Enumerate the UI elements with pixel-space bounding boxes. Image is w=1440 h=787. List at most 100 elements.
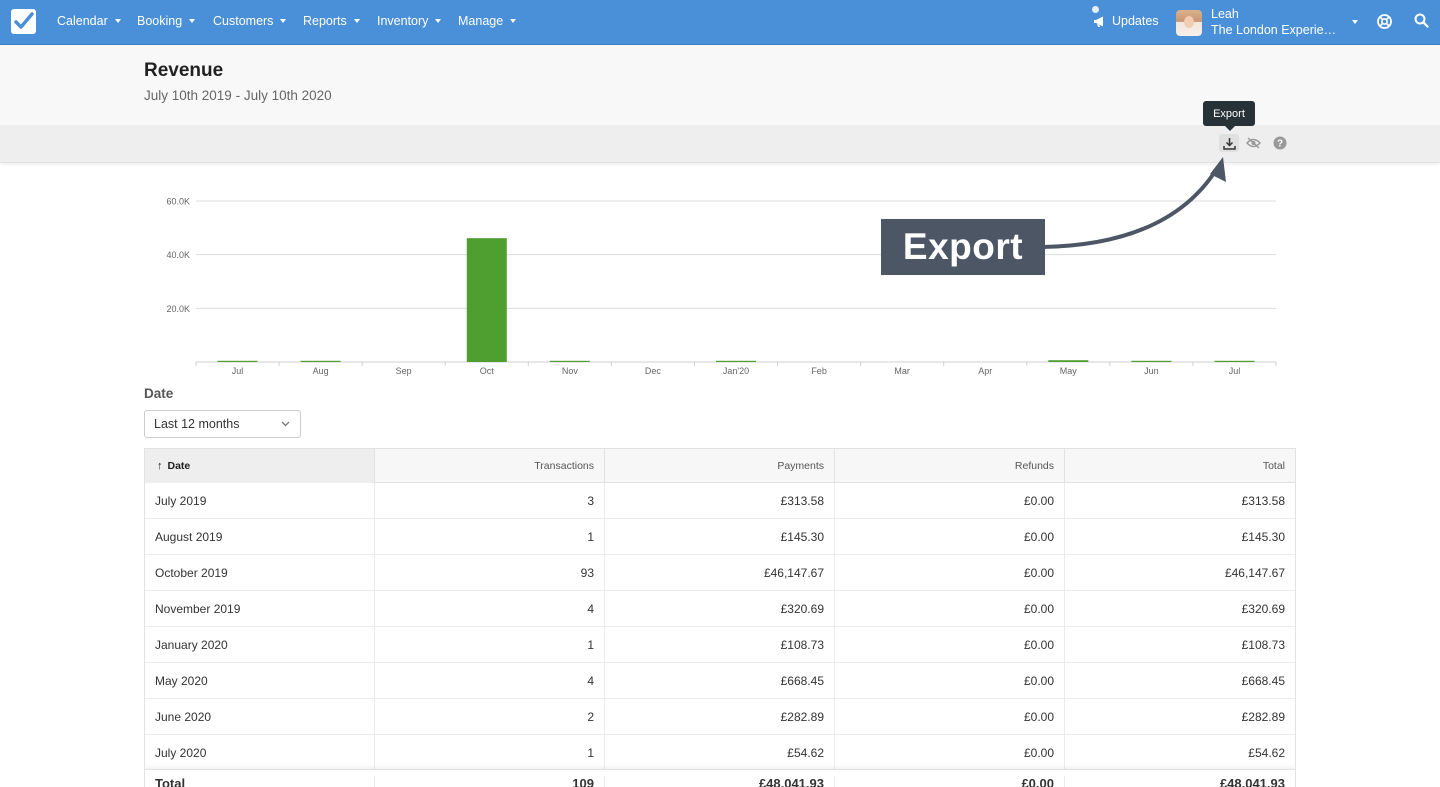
caret-down-icon [114, 19, 121, 23]
chart-bar [217, 360, 258, 362]
caret-down-icon [189, 19, 196, 23]
nav-manage[interactable]: Manage [458, 14, 517, 28]
app-logo-icon[interactable] [11, 9, 36, 34]
nav-inventory[interactable]: Inventory [377, 14, 442, 28]
nav-manage-label: Manage [458, 14, 504, 28]
table-row: July 2020 1 £54.62 £0.00 £54.62 [145, 735, 1295, 771]
total-cell: £320.69 [1241, 602, 1285, 616]
date-cell: January 2020 [145, 627, 375, 663]
refunds-cell: £0.00 [835, 555, 1065, 591]
x-tick-label: Feb [811, 366, 827, 376]
date-cell: October 2019 [145, 555, 375, 591]
user-avatar[interactable] [1176, 10, 1202, 36]
nav-calendar[interactable]: Calendar [57, 14, 121, 28]
payments-cell: £282.89 [605, 699, 835, 735]
transactions-column-header[interactable]: Transactions [375, 449, 605, 483]
nav-booking-label: Booking [137, 14, 183, 28]
refunds-cell: £0.00 [835, 519, 1065, 555]
x-tick-label: Sep [396, 366, 412, 376]
x-tick-label: Jul [232, 366, 244, 376]
table-header: ↑ Date Transactions Payments Refunds Tot… [145, 449, 1295, 483]
refunds-cell: £0.00 [835, 663, 1065, 699]
payments-cell: £46,147.67 [605, 555, 835, 591]
user-name[interactable]: Leah [1211, 7, 1239, 21]
total-cell: £46,147.67 [1224, 566, 1285, 580]
chart-bar [466, 238, 507, 362]
eye-slash-icon [1245, 137, 1261, 149]
nav-reports[interactable]: Reports [303, 14, 360, 28]
caret-down-icon [280, 19, 287, 23]
refunds-column-header[interactable]: Refunds [835, 449, 1065, 483]
y-tick-label: 20.0K [166, 304, 190, 314]
nav-customers-label: Customers [213, 14, 274, 28]
x-tick-label: Aug [313, 366, 329, 376]
transactions-cell: 3 [375, 483, 605, 519]
nav-customers[interactable]: Customers [213, 14, 287, 28]
date-cell: May 2020 [145, 663, 375, 699]
table-row: August 2019 1 £145.30 £0.00 £145.30 [145, 519, 1295, 555]
total-cell: £282.89 [1241, 710, 1285, 724]
page-title: Revenue [144, 60, 224, 81]
user-menu-caret-icon[interactable] [1352, 20, 1358, 24]
chart-bar [1048, 360, 1089, 362]
x-tick-label: Jul [1229, 366, 1241, 376]
updates-button[interactable]: Updates [1093, 14, 1159, 28]
revenue-chart: 20.0K 40.0K 60.0K Jul Aug Sep Oct Nov Dec Jan'20 F… [144, 185, 1294, 380]
payments-cell: £320.69 [605, 591, 835, 627]
search-icon[interactable] [1414, 13, 1429, 28]
y-tick-label: 60.0K [166, 197, 190, 207]
chevron-down-icon[interactable] [281, 421, 290, 427]
export-button[interactable] [1219, 134, 1239, 152]
date-range-select[interactable]: Last 12 months [144, 410, 301, 438]
chart-bar [716, 360, 756, 362]
lifebuoy-icon[interactable] [1376, 13, 1393, 30]
user-organization[interactable]: The London Experience [1211, 23, 1343, 37]
total-column-header[interactable]: Total [1262, 460, 1285, 472]
revenue-table: ↑ Date Transactions Payments Refunds Tot… [144, 448, 1296, 787]
nav-booking[interactable]: Booking [137, 14, 196, 28]
export-callout: Export [881, 219, 1045, 275]
x-tick-label: Oct [480, 366, 495, 376]
x-tick-label: Nov [562, 366, 579, 376]
payments-cell: £108.73 [605, 627, 835, 663]
refunds-cell: £0.00 [835, 699, 1065, 735]
date-cell: July 2019 [145, 483, 375, 519]
date-cell: August 2019 [145, 519, 375, 555]
x-tick-label: Apr [978, 366, 992, 376]
table-row: June 2020 2 £282.89 £0.00 £282.89 [145, 699, 1295, 735]
date-column-header[interactable]: ↑ Date [145, 449, 375, 483]
revenue-bar-chart: 20.0K 40.0K 60.0K Jul Aug Sep Oct Nov Dec Jan'20 F… [166, 197, 1277, 376]
table-total-row: Total 109 £48,041.93 £0.00 £48,041.93 [145, 769, 1295, 787]
chart-bar [1131, 360, 1172, 362]
transactions-cell: 4 [375, 663, 605, 699]
chart-bar [1214, 360, 1255, 362]
total-refunds-cell: £0.00 [835, 776, 1065, 787]
total-date-cell: Total [145, 776, 375, 787]
payments-cell: £145.30 [605, 519, 835, 555]
date-filter-label: Date [144, 386, 174, 401]
caret-down-icon [353, 19, 360, 23]
nav-reports-label: Reports [303, 14, 347, 28]
transactions-cell: 1 [375, 519, 605, 555]
x-tick-label: Dec [645, 366, 662, 376]
payments-column-header[interactable]: Payments [605, 449, 835, 483]
total-payments-cell: £48,041.93 [605, 776, 835, 787]
y-tick-label: 40.0K [166, 250, 190, 260]
table-row: October 2019 93 £46,147.67 £0.00 £46,147.67 [145, 555, 1295, 591]
megaphone-icon [1094, 16, 1103, 27]
svg-text:?: ? [1277, 139, 1283, 150]
date-cell: July 2020 [145, 735, 375, 771]
transactions-cell: 2 [375, 699, 605, 735]
transactions-cell: 1 [375, 627, 605, 663]
total-cell: £668.45 [1241, 674, 1285, 688]
help-button[interactable]: ? [1270, 134, 1290, 152]
payments-cell: £313.58 [605, 483, 835, 519]
payments-cell: £668.45 [605, 663, 835, 699]
updates-notification-dot [1092, 6, 1099, 13]
hide-chart-button[interactable] [1243, 134, 1263, 152]
table-row: May 2020 4 £668.45 £0.00 £668.45 [145, 663, 1295, 699]
chart-bar [549, 360, 590, 362]
transactions-cell: 4 [375, 591, 605, 627]
x-tick-label: Mar [894, 366, 910, 376]
refunds-cell: £0.00 [835, 735, 1065, 771]
